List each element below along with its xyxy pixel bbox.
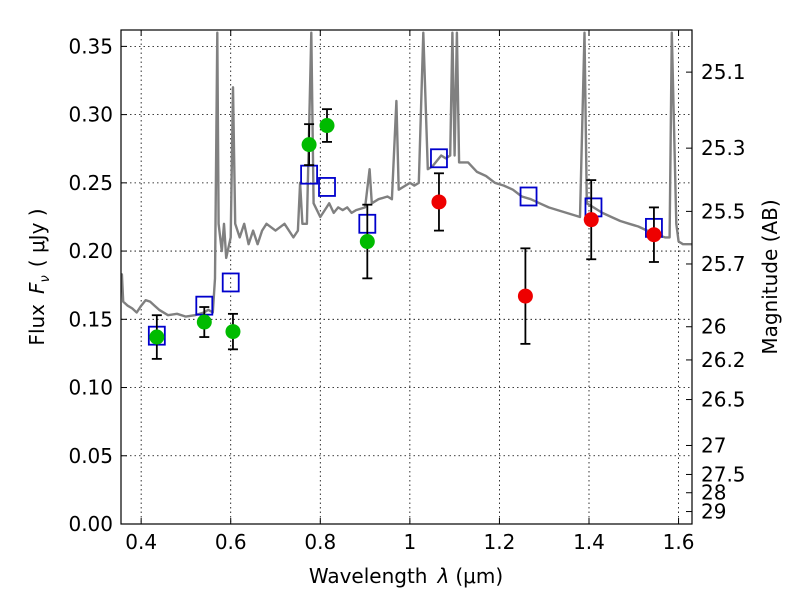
- x-tick-label: 1.2: [484, 530, 516, 554]
- observed-optical-point: [301, 137, 317, 153]
- observed-infrared-point: [431, 194, 447, 210]
- right-tick-label: 27.5: [701, 462, 746, 486]
- right-tick-label: 26.2: [701, 348, 746, 372]
- x-tick-label: 1.4: [573, 530, 605, 554]
- right-tick-label: 27: [701, 433, 726, 457]
- grid: [121, 30, 692, 525]
- observed-optical-point: [149, 329, 165, 345]
- right-tick-label: 25.1: [701, 60, 746, 84]
- y-tick-label: 0.00: [68, 512, 113, 536]
- observed-optical-point: [319, 118, 335, 134]
- observed-optical-point: [196, 314, 212, 330]
- observed-infrared-point: [517, 288, 533, 304]
- model-spectrum-line: [121, 31, 692, 318]
- y-axis-label: FluxFν( μJy ): [25, 208, 53, 345]
- y-tick-label: 0.25: [68, 171, 113, 195]
- observed-optical-point: [359, 234, 375, 250]
- model-photometry-square: [221, 272, 240, 293]
- x-axis-label: Wavelength λ (μm): [309, 564, 503, 588]
- right-tick-label: 26.5: [701, 388, 746, 412]
- y-tick-label: 0.35: [68, 34, 113, 58]
- right-axis-label: Magnitude (AB): [758, 199, 782, 354]
- model-photometry-square: [430, 148, 448, 169]
- y-tick-label: 0.20: [68, 239, 113, 263]
- y-tick-label: 0.30: [68, 103, 113, 127]
- right-tick-label: 25.3: [701, 136, 746, 160]
- right-tick-label: 25.7: [701, 252, 746, 276]
- y-tick-label: 0.05: [68, 444, 113, 468]
- y-tick-label: 0.10: [68, 376, 113, 400]
- x-tick-label: 0.6: [215, 530, 247, 554]
- observed-infrared-point: [646, 227, 662, 243]
- model-photometry-square: [318, 177, 336, 197]
- right-tick-label: 25.5: [701, 199, 746, 223]
- model-photometry-square: [519, 186, 538, 207]
- right-tick-label: 26: [701, 315, 726, 339]
- x-tick-label: 1.6: [663, 530, 695, 554]
- right-tick-label: 28: [701, 481, 726, 505]
- right-tick-label: 29: [701, 500, 726, 524]
- axes: 0.4 0.6 0.8 1 1.2 1.4 1.6 0.00 0.05 0.10 0.15 0.20 0…: [68, 30, 746, 554]
- observed-optical-point: [225, 324, 241, 340]
- plot-area: [121, 31, 692, 360]
- x-tick-label: 0.8: [304, 530, 336, 554]
- y-tick-label: 0.15: [68, 307, 113, 331]
- plot-frame: [120, 29, 693, 525]
- x-tick-label: 1: [403, 530, 416, 554]
- x-tick-label: 0.4: [125, 530, 157, 554]
- observed-infrared-point: [583, 212, 599, 228]
